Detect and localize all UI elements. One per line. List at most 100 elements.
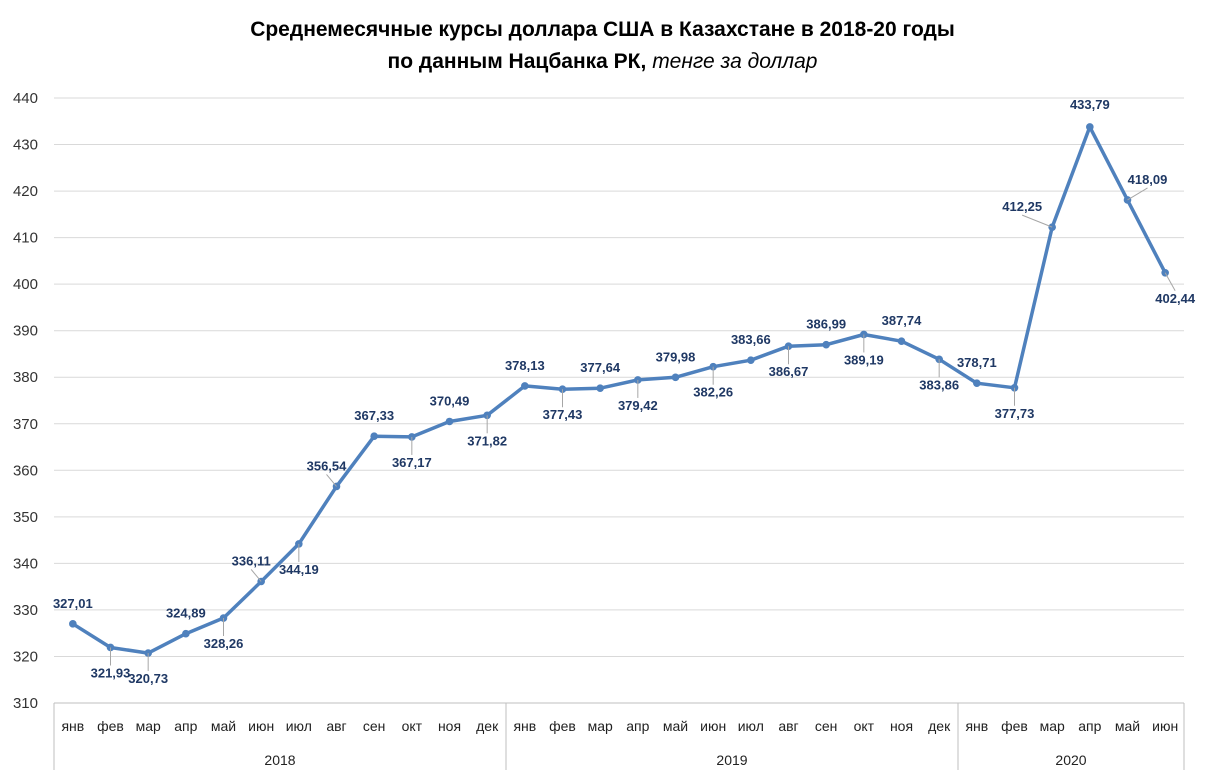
y-tick-label: 400	[13, 276, 38, 293]
data-label: 377,73	[995, 406, 1035, 421]
x-tick-label: фев	[1001, 718, 1028, 734]
data-label: 378,13	[505, 358, 545, 373]
y-tick-label: 390	[13, 323, 38, 340]
leader-line	[1164, 272, 1176, 292]
chart-title-line2-italic: тенге за доллар	[652, 50, 818, 73]
data-point	[445, 417, 454, 426]
data-point	[671, 373, 680, 382]
x-tick-label: апр	[626, 718, 649, 734]
data-label: 344,19	[279, 562, 319, 577]
data-label: 367,17	[392, 455, 432, 470]
data-point	[897, 337, 906, 346]
leader-line	[1127, 187, 1148, 201]
x-tick-label: мар	[136, 718, 161, 734]
data-point	[596, 384, 604, 393]
x-tick-label: окт	[402, 718, 423, 734]
x-tick-label: янв	[965, 718, 988, 734]
y-tick-label: 370	[13, 416, 38, 433]
data-point	[370, 432, 378, 440]
data-label: 412,25	[1002, 199, 1042, 214]
y-tick-label: 410	[13, 230, 38, 247]
data-label: 379,42	[618, 398, 658, 413]
x-tick-label: мар	[588, 718, 613, 734]
data-label: 324,89	[166, 606, 206, 621]
data-label: 402,44	[1155, 291, 1196, 306]
data-label: 320,73	[128, 671, 168, 686]
x-tick-label: дек	[928, 718, 951, 734]
data-point	[973, 379, 981, 388]
data-label: 383,86	[919, 377, 959, 392]
year-label: 2020	[1055, 752, 1086, 768]
data-label: 418,09	[1128, 172, 1168, 187]
data-label: 382,26	[693, 385, 733, 400]
x-tick-label: июл	[738, 718, 764, 734]
y-tick-label: 430	[13, 137, 38, 154]
x-tick-label: мар	[1040, 718, 1065, 734]
data-label: 336,11	[232, 553, 271, 568]
y-tick-label: 420	[13, 183, 38, 200]
x-tick-label: фев	[97, 718, 124, 734]
x-tick-label: июл	[286, 718, 312, 734]
x-tick-label: май	[211, 718, 236, 734]
data-point	[747, 356, 755, 364]
series-line-group	[69, 123, 1169, 657]
x-tick-label: окт	[854, 718, 875, 734]
y-tick-label: 310	[13, 695, 38, 712]
data-label: 321,93	[91, 665, 131, 680]
data-point	[182, 629, 190, 638]
data-label: 371,82	[467, 433, 507, 448]
x-tick-label: янв	[513, 718, 536, 734]
data-label: 389,19	[844, 352, 884, 367]
x-tick-label: авг	[326, 718, 346, 734]
leader-line	[326, 474, 337, 487]
data-label: 386,99	[806, 317, 846, 332]
y-tick-label: 340	[13, 555, 38, 572]
data-label: 367,33	[354, 408, 394, 423]
x-tick-label: фев	[549, 718, 576, 734]
y-tick-label: 380	[13, 369, 38, 386]
x-axis: янв фев мар апр май июн июл авг сен окт ноя дек янв ф…	[53, 702, 1185, 770]
data-point	[69, 620, 77, 628]
data-label: 387,74	[882, 313, 923, 328]
leader-line	[250, 569, 262, 582]
data-point	[822, 340, 830, 349]
data-point	[1161, 268, 1169, 277]
data-label: 370,49	[430, 393, 470, 408]
x-tick-label: апр	[174, 718, 197, 734]
data-label: 377,64	[580, 360, 621, 375]
gridlines	[54, 97, 1184, 657]
chart-title-line2-bold: по данным Нацбанка РК,	[387, 50, 647, 73]
leader-line	[1021, 214, 1053, 228]
y-tick-label: 320	[13, 648, 38, 665]
data-point	[521, 382, 529, 390]
data-label: 386,67	[769, 364, 809, 379]
chart-title: Среднемесячные курсы доллара США в Казах…	[0, 14, 1205, 78]
x-tick-label: апр	[1078, 718, 1101, 734]
data-label: 327,01	[53, 596, 93, 611]
y-axis: 310 320 330 340 350 360 370 380 390 400 410 420 430 4…	[13, 90, 38, 712]
x-tick-label: ноя	[890, 718, 913, 734]
x-tick-label: дек	[476, 718, 499, 734]
x-tick-label: май	[663, 718, 688, 734]
y-tick-label: 330	[13, 602, 38, 619]
x-tick-label: янв	[61, 718, 84, 734]
year-label: 2019	[716, 752, 747, 768]
x-tick-label: ноя	[438, 718, 461, 734]
data-point	[1086, 123, 1094, 131]
x-tick-label: сен	[815, 718, 838, 734]
x-tick-label: сен	[363, 718, 386, 734]
data-label: 383,66	[731, 332, 771, 347]
x-tick-label: июн	[1152, 718, 1178, 734]
data-label: 377,43	[543, 407, 583, 422]
chart-title-line1: Среднемесячные курсы доллара США в Казах…	[250, 18, 955, 41]
data-label: 433,79	[1070, 97, 1110, 112]
series-line	[71, 125, 1167, 655]
x-tick-label: июн	[700, 718, 726, 734]
x-tick-label: авг	[778, 718, 798, 734]
data-label: 379,98	[656, 349, 696, 364]
x-tick-label: июн	[248, 718, 274, 734]
x-tick-label: май	[1115, 718, 1140, 734]
y-tick-label: 350	[13, 509, 38, 526]
